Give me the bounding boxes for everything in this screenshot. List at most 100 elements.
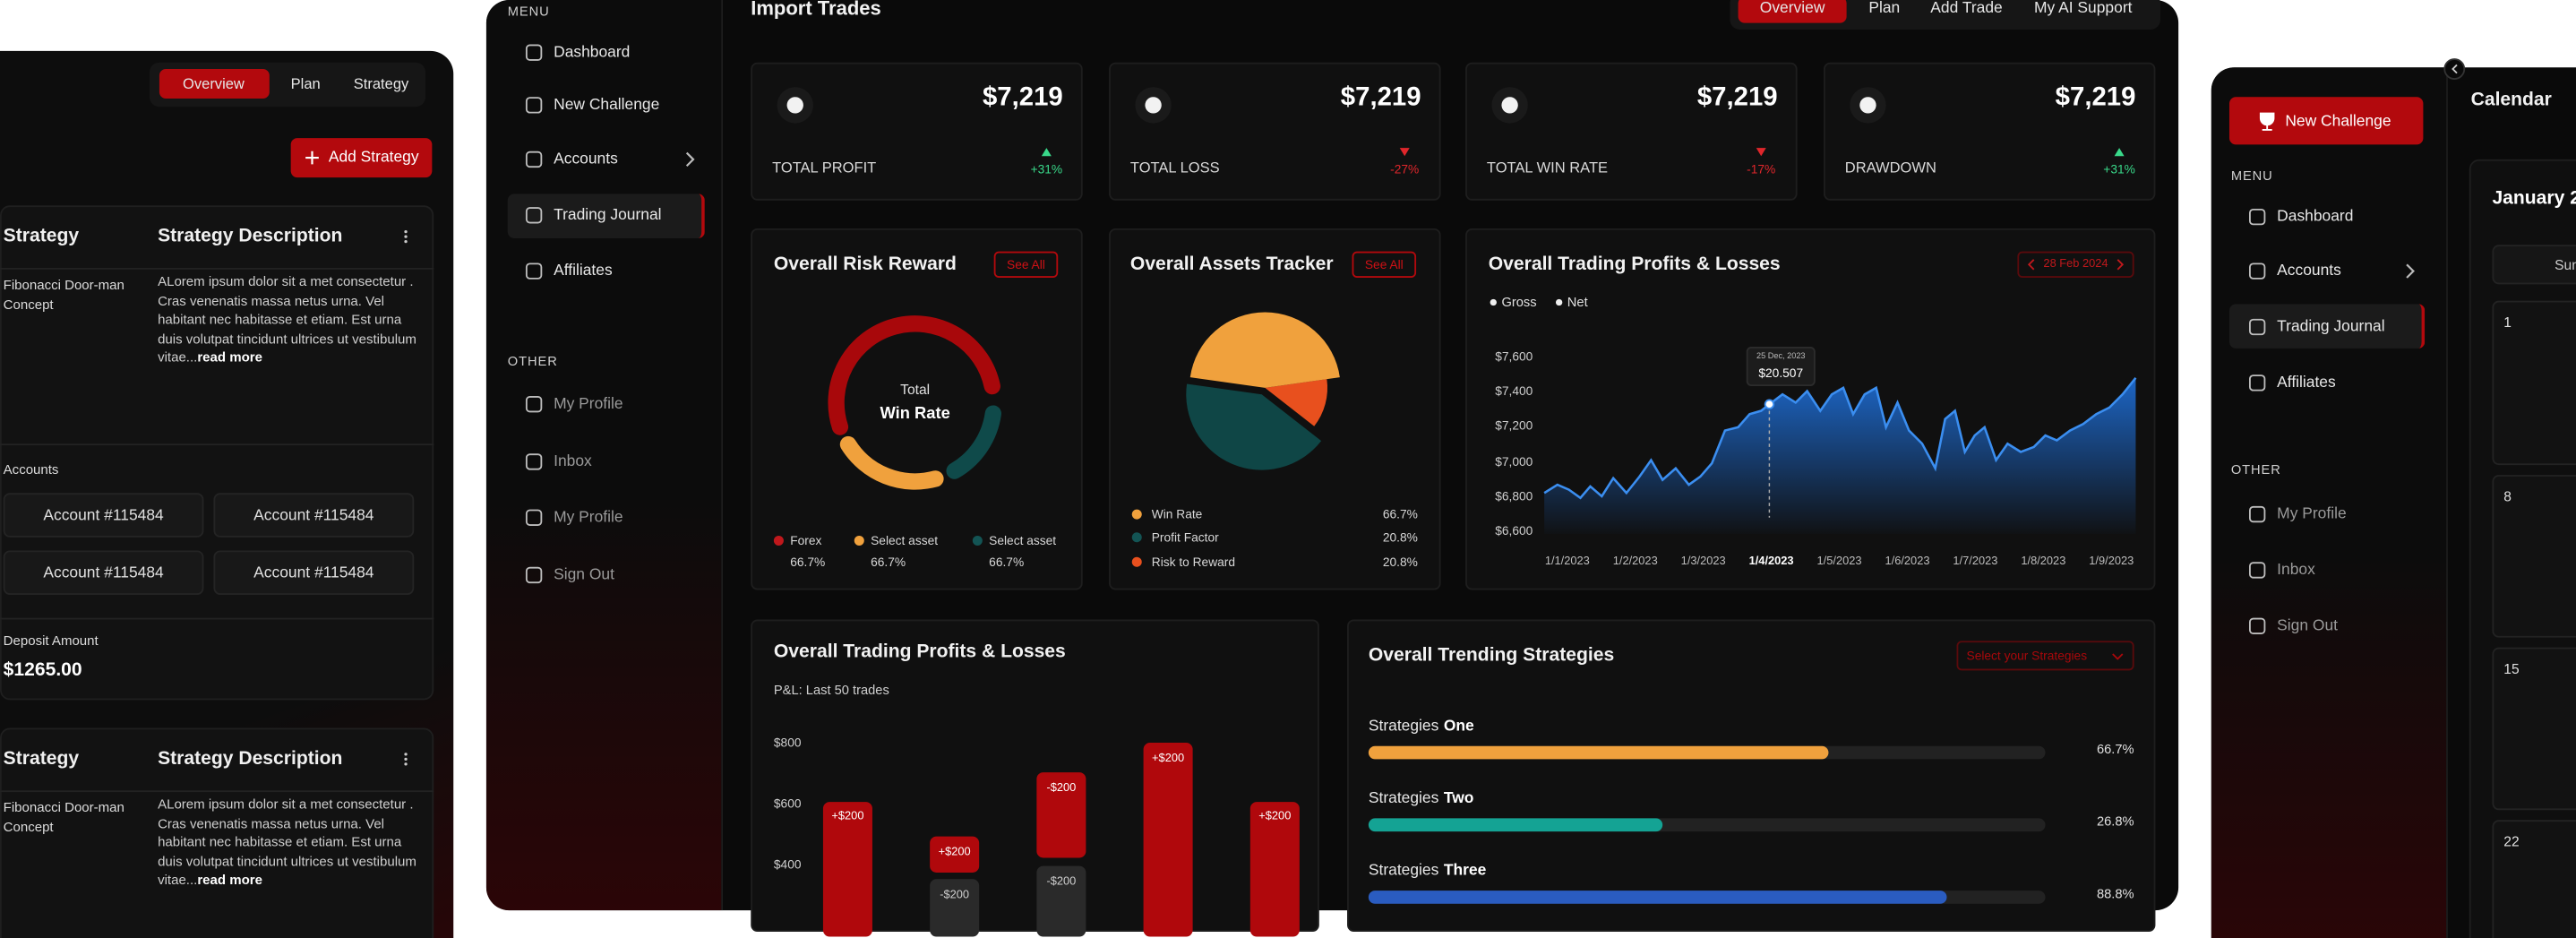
pnl-bar bbox=[1249, 802, 1300, 937]
icon bbox=[525, 44, 543, 61]
menu-active bbox=[507, 194, 705, 238]
plus-icon bbox=[305, 151, 319, 165]
date-picker[interactable] bbox=[2017, 251, 2134, 278]
card-title: Overall Assets Tracker bbox=[1129, 254, 1334, 275]
legend-label: Win Rate bbox=[1151, 506, 1203, 522]
menu-dot bbox=[404, 239, 408, 244]
menu-item[interactable]: Inbox bbox=[554, 452, 592, 471]
menu-item[interactable]: New Challenge bbox=[554, 96, 660, 115]
menu-item[interactable]: My Profile bbox=[554, 395, 623, 414]
deposit-amount: $1265.00 bbox=[3, 660, 82, 681]
stat-label: TOTAL WIN RATE bbox=[1486, 159, 1609, 176]
icon bbox=[525, 262, 543, 280]
account-chip[interactable] bbox=[213, 493, 415, 538]
bar-label: +$200 bbox=[1258, 811, 1292, 823]
card-title: Overall Trading Profits & Losses bbox=[1488, 254, 1781, 275]
menu-item[interactable]: Affiliates bbox=[2277, 374, 2336, 392]
menu-dot bbox=[404, 753, 408, 756]
see-all-button[interactable] bbox=[993, 251, 1059, 278]
pie-slice bbox=[1186, 383, 1322, 470]
progress-fill bbox=[1368, 818, 1663, 832]
icon bbox=[525, 453, 543, 470]
tab[interactable]: Plan bbox=[290, 75, 321, 92]
account-chip[interactable] bbox=[3, 493, 204, 538]
stat-value: $7,219 bbox=[2055, 83, 2136, 112]
card-title: Overall Risk Reward bbox=[773, 254, 957, 275]
account-chip[interactable] bbox=[3, 550, 204, 595]
menu-item[interactable]: Affiliates bbox=[554, 262, 613, 280]
stat-card bbox=[1823, 62, 2156, 201]
tab[interactable]: Overview bbox=[183, 75, 245, 92]
strategy-description: ALorem ipsum dolor sit a met consectetur… bbox=[158, 272, 420, 367]
menu-item[interactable]: Dashboard bbox=[2277, 208, 2354, 227]
donut-segment bbox=[828, 315, 1000, 435]
calendar-month: January 2024 bbox=[2492, 188, 2576, 209]
weekday-label: Sun bbox=[2555, 256, 2576, 273]
progress-value: 26.8% bbox=[2096, 813, 2134, 830]
legend-value: 66.7% bbox=[1382, 506, 1418, 522]
y-tick-label: $800 bbox=[773, 735, 802, 751]
strategy-prefix: Strategies bbox=[1368, 717, 1439, 736]
bar-label: -$200 bbox=[1046, 782, 1077, 795]
x-tick-label: 1/1/2023 bbox=[1544, 555, 1590, 568]
weekday-header bbox=[2492, 245, 2576, 285]
tab-active[interactable] bbox=[1738, 0, 1847, 23]
tab-active[interactable] bbox=[159, 69, 270, 99]
menu-item[interactable]: Sign Out bbox=[554, 565, 614, 585]
icon bbox=[525, 566, 543, 584]
stat-icon bbox=[1501, 97, 1518, 114]
y-tick-label: $7,000 bbox=[1495, 453, 1533, 469]
strategy-label: Strategies One bbox=[1369, 718, 1474, 736]
menu-item[interactable]: Accounts bbox=[554, 150, 618, 169]
day-number: 1 bbox=[2503, 314, 2512, 331]
trend-arrow bbox=[1756, 148, 1766, 157]
strategy-name: Fibonacci Door-man Concept bbox=[3, 800, 125, 834]
day-number: 15 bbox=[2503, 660, 2520, 677]
account-label: Account #115484 bbox=[253, 564, 374, 582]
tab[interactable]: Plan bbox=[1868, 0, 1901, 18]
account-chip[interactable] bbox=[213, 550, 415, 595]
strategy-select[interactable] bbox=[1956, 641, 2134, 671]
tab[interactable]: Add Trade bbox=[1930, 0, 2003, 18]
button-label: See All bbox=[1007, 257, 1045, 272]
strategy-description: ALorem ipsum dolor sit a met consectetur… bbox=[158, 796, 420, 891]
day-number: 22 bbox=[2503, 832, 2520, 850]
button-label: Add Strategy bbox=[328, 148, 419, 168]
menu-item[interactable]: Trading Journal bbox=[554, 206, 662, 225]
icon bbox=[525, 151, 543, 168]
icon bbox=[2248, 505, 2266, 523]
menu-item[interactable]: Inbox bbox=[2277, 561, 2315, 580]
icon bbox=[525, 207, 543, 224]
menu-item[interactable]: My Profile bbox=[554, 508, 623, 527]
menu-item[interactable]: My Profile bbox=[2277, 505, 2347, 524]
calendar-day[interactable] bbox=[2492, 475, 2576, 638]
pnl-bar bbox=[822, 802, 872, 937]
legend-dot bbox=[1490, 298, 1497, 306]
strategy-card bbox=[0, 205, 434, 701]
y-tick-label: $7,200 bbox=[1495, 418, 1533, 435]
bar-label: -$200 bbox=[940, 890, 970, 902]
calendar-day[interactable] bbox=[2492, 300, 2576, 466]
tab[interactable]: Overview bbox=[1759, 0, 1825, 18]
tab[interactable]: My AI Support bbox=[2034, 0, 2133, 18]
account-label: Account #115484 bbox=[43, 505, 164, 525]
bar-label: +$200 bbox=[1152, 753, 1185, 765]
collapse-button bbox=[2443, 58, 2466, 80]
legend-dot bbox=[773, 535, 784, 546]
strategy-prefix: Strategies bbox=[1368, 789, 1439, 808]
legend-label: Select asset bbox=[871, 533, 939, 548]
area-fill bbox=[1544, 377, 2136, 535]
calendar-day[interactable] bbox=[2492, 647, 2576, 811]
menu-item[interactable]: Trading Journal bbox=[2277, 317, 2385, 337]
menu-item[interactable]: Dashboard bbox=[554, 43, 631, 62]
column-header: Strategy bbox=[3, 749, 80, 770]
menu-item[interactable]: Accounts bbox=[2277, 262, 2341, 280]
calendar-day[interactable] bbox=[2492, 820, 2576, 938]
tab[interactable]: Strategy bbox=[353, 75, 409, 92]
card-title: Overall Trading Profits & Losses bbox=[773, 642, 1066, 663]
tooltip-date: 25 Dec, 2023 bbox=[1756, 351, 1806, 362]
see-all-button[interactable] bbox=[1352, 251, 1417, 278]
pnl-bar bbox=[1036, 865, 1086, 937]
strategy-card bbox=[0, 727, 434, 938]
menu-item[interactable]: Sign Out bbox=[2277, 616, 2338, 635]
